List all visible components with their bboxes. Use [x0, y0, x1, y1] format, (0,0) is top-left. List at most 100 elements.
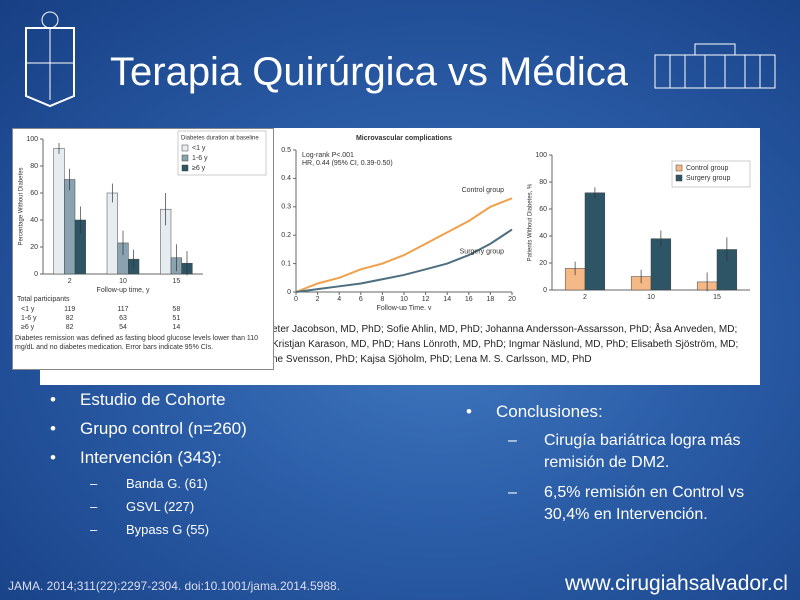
legend-box	[177, 130, 267, 176]
y-tick-label: 100	[535, 152, 547, 159]
bullet-text: Grupo control (n=260)	[80, 419, 247, 438]
chart-title: Microvascular complications	[356, 135, 452, 142]
footnote: Diabetes remission was defined as fastin…	[15, 335, 259, 351]
y-tick-label: 0.5	[281, 147, 291, 154]
x-tick-label: 10	[400, 296, 408, 303]
y-tick-label: 0.3	[281, 204, 291, 211]
bullet: Estudio de Cohorte	[46, 390, 247, 410]
annotation: Log-rank P<.001	[302, 152, 354, 159]
sub-bullet: GSVL (227)	[90, 499, 247, 514]
x-tick-label: 0	[294, 296, 298, 303]
sub-bullet: Cirugía bariátrica logra más remisión de…	[508, 430, 752, 474]
bar	[584, 192, 606, 291]
table-cell: 51	[172, 315, 180, 322]
y-tick-label: 80	[539, 179, 547, 186]
x-tick-label: 2	[583, 294, 587, 301]
authors: eter Jacobson, MD, PhD; Sofie Ahlin, MD,…	[272, 322, 738, 367]
table-cell: <1 y	[21, 306, 35, 313]
sub-list: Cirugía bariátrica logra más remisión de…	[496, 430, 752, 526]
y-tick-label: 20	[539, 260, 547, 267]
x-tick-label: 16	[465, 296, 473, 303]
bullet-text: Conclusiones:	[496, 402, 603, 421]
bar	[53, 148, 65, 275]
series-label: Control group	[462, 187, 505, 194]
bullet: Intervención (343): Banda G. (61) GSVL (22…	[46, 448, 247, 537]
bullet: Grupo control (n=260)	[46, 419, 247, 439]
legend-swatch	[675, 164, 683, 172]
logo	[25, 11, 75, 108]
y-tick-label: 60	[539, 206, 547, 213]
bullet-text: Intervención (343):	[80, 448, 222, 467]
website: www.cirugiahsalvador.cl	[565, 572, 788, 595]
y-tick-label: 40	[539, 233, 547, 240]
legend-label: Surgery group	[686, 175, 730, 182]
x-tick-label: 15	[713, 294, 721, 301]
series-label: Surgery group	[460, 248, 504, 255]
table-cell: 119	[64, 306, 75, 313]
left-bullets: Estudio de Cohorte Grupo control (n=260) I…	[46, 390, 247, 546]
chart-middle: 0 0.1 0.2 0.3 0.4 0.5 Cumulative Incidence Foll…	[276, 135, 516, 310]
table-cell: 54	[119, 324, 127, 331]
x-tick-label: 10	[647, 294, 655, 301]
y-tick-label: 60	[30, 190, 38, 197]
table-cell: 1-6 y	[21, 315, 37, 322]
legend-swatch	[181, 144, 189, 152]
y-tick-label: 0	[34, 271, 38, 278]
sub-bullet: 6,5% remisión en Control vs 30,4% en Int…	[508, 482, 752, 526]
y-tick-label: 20	[30, 244, 38, 251]
bar	[106, 192, 118, 275]
y-tick-label: 40	[30, 217, 38, 224]
legend-swatch	[675, 174, 683, 182]
chart-right: 0 20 40 60 80 100 Patients Without Diabetes, %…	[528, 152, 751, 301]
sub-list: Banda G. (61) GSVL (227) Bypass G (55)	[80, 476, 247, 537]
table-cell: 14	[172, 324, 180, 331]
legend-label: ≥6 y	[192, 165, 206, 172]
x-tick-label: 2	[316, 296, 320, 303]
annotation: HR, 0.44 (95% CI, 0.39-0.50)	[302, 160, 393, 167]
y-label: Patients Without Diabetes, %	[528, 183, 534, 261]
x-tick-label: 4	[337, 296, 341, 303]
y-tick-label: 0.2	[281, 232, 291, 239]
author-line: Kristjan Karason, MD, PhD; Hans Lönroth,…	[272, 339, 739, 350]
table-cell: 82	[66, 324, 74, 331]
x-label: Follow-up Time, y	[377, 305, 432, 310]
y-tick-label: 0	[287, 289, 291, 296]
y-tick-label: 80	[30, 163, 38, 170]
y-tick-label: 0.4	[281, 175, 291, 182]
legend-title: Diabetes duration at baseline	[181, 136, 259, 142]
y-label: Percentage Without Diabetes	[19, 167, 25, 245]
y-label: Cumulative Incidence	[276, 192, 278, 250]
x-tick-label: 14	[443, 296, 451, 303]
bullet: Conclusiones: Cirugía bariátrica logra má…	[462, 402, 752, 526]
footnote-box: Diabetes remission was defined as fastin…	[15, 335, 259, 351]
x-tick-label: 2	[68, 278, 72, 285]
legend-label: 1-6 y	[192, 155, 208, 162]
table-cell: 63	[119, 315, 127, 322]
x-tick-label: 8	[380, 296, 384, 303]
y-tick-label: 0	[543, 287, 547, 294]
legend-label: Control group	[686, 165, 729, 172]
table-title: Total participants	[17, 296, 70, 303]
x-tick-label: 10	[119, 278, 127, 285]
slide-title: Terapia Quirúrgica vs Médica	[110, 50, 628, 94]
citation: JAMA. 2014;311(22):2297-2304. doi:10.100…	[8, 579, 341, 593]
x-tick-label: 15	[172, 278, 180, 285]
building	[654, 43, 776, 89]
x-tick-label: 18	[487, 296, 495, 303]
sub-bullet: Banda G. (61)	[90, 476, 247, 491]
line	[295, 197, 513, 293]
table-cell: 117	[117, 306, 128, 313]
line	[295, 228, 513, 293]
x-tick-label: 12	[422, 296, 430, 303]
x-tick-label: 6	[359, 296, 363, 303]
author-line: eter Jacobson, MD, PhD; Sofie Ahlin, MD,…	[272, 324, 738, 335]
x-tick-label: 20	[508, 296, 516, 303]
legend-swatch	[181, 154, 189, 162]
table-cell: ≥6 y	[21, 324, 35, 331]
bar	[64, 179, 76, 275]
table-cell: 58	[172, 306, 180, 313]
sub-bullet: Bypass G (55)	[90, 522, 247, 537]
legend-box	[671, 160, 751, 188]
legend-label: <1 y	[192, 145, 206, 152]
